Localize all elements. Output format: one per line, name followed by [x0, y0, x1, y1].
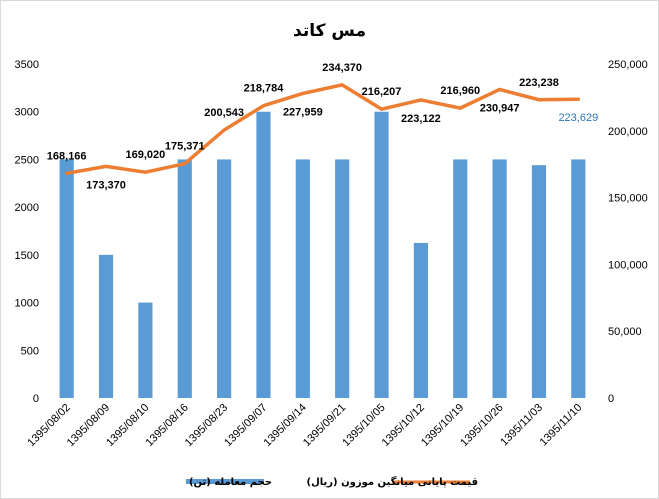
line-data-label: 223,122 — [401, 113, 441, 125]
line-data-label: 223,629 — [558, 112, 598, 124]
line-data-label: 223,238 — [519, 77, 559, 89]
bar-series — [59, 111, 586, 398]
bar — [98, 254, 114, 398]
bar — [138, 302, 153, 398]
right-axis: 0 50,000 100,000 150,000 200,000 250,000 — [608, 59, 648, 405]
line-data-label: 169,020 — [126, 149, 166, 161]
legend: حجم معامله (تن) قیمت پایانی میانگین موزو… — [186, 475, 478, 488]
line-data-label: 234,370 — [322, 62, 362, 74]
right-tick-label: 100,000 — [608, 259, 648, 271]
left-tick-label: 3000 — [15, 107, 39, 119]
bar — [531, 165, 547, 398]
left-tick-label: 500 — [21, 345, 39, 357]
line-data-label: 227,959 — [283, 106, 323, 118]
bar — [177, 159, 192, 398]
left-tick-label: 0 — [33, 393, 39, 405]
right-tick-label: 200,000 — [608, 126, 648, 138]
line-data-label: 218,784 — [244, 83, 285, 95]
line-data-label: 175,371 — [165, 141, 205, 153]
legend-line-label: قیمت پایانی میانگین موزون (ریال) — [307, 475, 478, 488]
bar — [571, 159, 586, 398]
bar — [413, 242, 428, 398]
line-data-label: 168,166 — [47, 150, 87, 162]
left-tick-label: 2000 — [15, 202, 39, 214]
right-tick-label: 250,000 — [608, 59, 648, 71]
legend-bar-label: حجم معامله (تن) — [189, 477, 272, 488]
left-tick-label: 1000 — [15, 298, 39, 310]
bar — [295, 159, 310, 398]
left-axis: 0 500 1000 1500 2000 2500 3000 3500 — [15, 59, 39, 405]
chart-title: مس کاتد — [293, 21, 366, 41]
left-tick-label: 3500 — [15, 59, 39, 71]
line-data-label: 230,947 — [480, 102, 520, 114]
bar — [374, 111, 389, 398]
line-data-label: 173,370 — [86, 179, 126, 191]
right-tick-label: 50,000 — [608, 326, 642, 338]
bar — [335, 159, 350, 398]
line-data-label: 216,960 — [440, 85, 480, 97]
bar — [217, 159, 232, 398]
legend-bar-swatch — [186, 479, 264, 484]
right-tick-label: 0 — [608, 393, 614, 405]
line-series — [64, 83, 581, 176]
bar — [59, 159, 74, 398]
left-tick-label: 2500 — [15, 154, 39, 166]
line-data-label: 216,207 — [362, 86, 402, 98]
left-tick-label: 1500 — [15, 250, 39, 262]
price-line — [64, 83, 581, 176]
line-data-label: 200,543 — [204, 107, 244, 119]
bar — [256, 111, 271, 398]
right-tick-label: 150,000 — [608, 193, 648, 205]
bar — [453, 159, 468, 398]
bar — [492, 159, 507, 398]
